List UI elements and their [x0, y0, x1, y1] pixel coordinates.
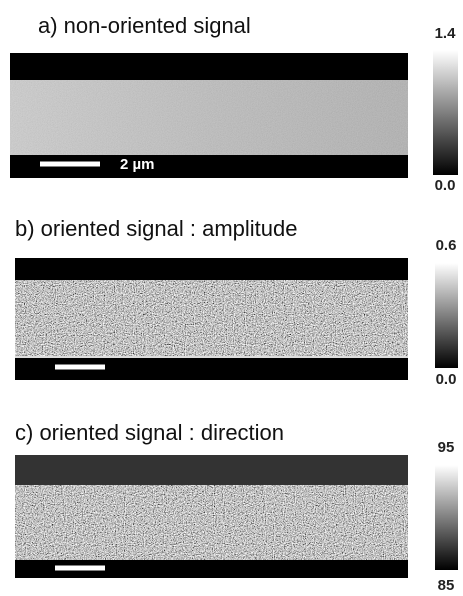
panel-title: c) oriented signal : direction	[15, 420, 284, 445]
colorbar	[433, 50, 458, 175]
panel-b: b) oriented signal : amplitude 0.6 0.0	[15, 216, 458, 388]
panel-c: c) oriented signal : direction 95 85	[15, 420, 458, 594]
colorbar-min: 0.0	[436, 371, 457, 388]
colorbar-min: 0.0	[435, 177, 456, 194]
panel-title: b) oriented signal : amplitude	[15, 216, 298, 241]
colorbar-max: 0.6	[436, 237, 457, 254]
colorbar	[435, 263, 458, 368]
scale-bar-label: 2 µm	[120, 156, 155, 173]
colorbar-max: 95	[438, 439, 455, 456]
colorbar	[435, 465, 458, 570]
panel-a: a) non-oriented signal 2 µm 1.4 0.0	[10, 13, 458, 194]
fiber-texture	[15, 280, 408, 358]
background-top	[15, 455, 408, 485]
colorbar-max: 1.4	[435, 25, 457, 42]
fiber-texture	[10, 80, 408, 155]
fiber-texture	[15, 485, 408, 560]
panel-title: a) non-oriented signal	[38, 13, 251, 38]
colorbar-min: 85	[438, 577, 455, 594]
